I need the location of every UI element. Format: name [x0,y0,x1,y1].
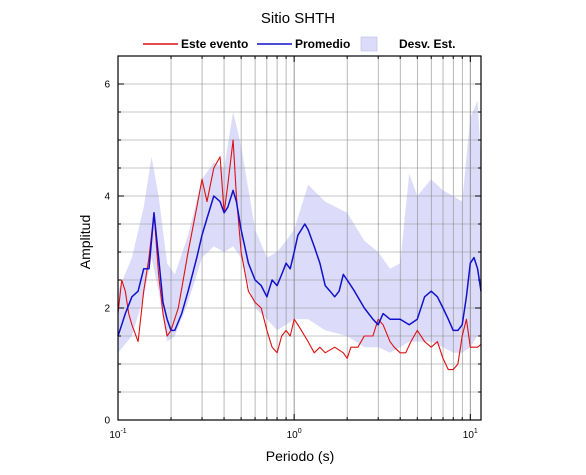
y-tick-label: 2 [104,304,110,315]
legend-label-desv-est: Desv. Est. [399,37,455,51]
plot-frame [117,55,482,421]
series-line-este-evento [117,139,482,371]
std-dev-band [118,100,481,353]
legend-swatch-desv-est [360,36,378,52]
x-tick-label: 101 [463,428,478,441]
x-tick-label: 10-1 [109,428,126,441]
y-tick-label: 4 [104,192,110,203]
y-axis-label: Amplitud [77,215,93,269]
y-tick-label: 0 [104,416,110,427]
x-tick-label: 100 [287,428,302,441]
x-axis-label: Periodo (s) [266,448,334,464]
legend: Este evento Promedio Desv. Est. [143,36,455,52]
legend-label-este-evento: Este evento [181,37,248,51]
series-line-promedio [117,189,482,337]
y-tick-label: 6 [104,80,110,91]
chart-title: Sitio SHTH [261,10,335,27]
legend-label-promedio: Promedio [295,37,350,51]
plot-area: 0 2 4 6 10-1 100 101 [104,55,482,441]
